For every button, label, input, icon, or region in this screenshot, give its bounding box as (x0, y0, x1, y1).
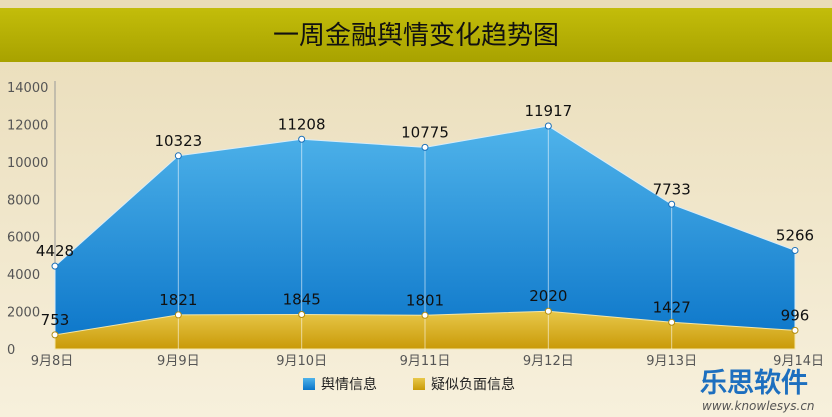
data-label-1-5: 1427 (653, 298, 691, 316)
data-labels: 4428 10323 11208 10775 11917 7733 5266 753 1821 1… (36, 102, 814, 329)
x-tick-label: 9月10日 (276, 354, 327, 369)
data-point-0-4 (544, 122, 552, 130)
data-label-0-5: 7733 (653, 180, 691, 198)
y-tick-label: 12000 (7, 118, 48, 133)
data-point-0-6 (791, 246, 799, 254)
y-tick-label: 2000 (7, 306, 40, 321)
data-point-1-2 (298, 310, 306, 318)
y-axis: 0 2000 4000 6000 8000 10000 12000 14000 (7, 81, 56, 358)
data-point-1-6 (791, 326, 799, 334)
x-tick-label: 9月8日 (31, 354, 74, 369)
legend-swatch-1 (413, 378, 425, 390)
data-point-1-4 (544, 307, 552, 315)
data-label-1-2: 1845 (283, 290, 321, 308)
legend-swatch-0 (303, 378, 315, 390)
data-markers (51, 122, 799, 339)
legend: 舆情信息 疑似负面信息 (303, 376, 515, 393)
y-tick-label: 10000 (7, 156, 48, 171)
data-label-1-4: 2020 (529, 287, 567, 305)
data-point-0-0 (51, 262, 59, 270)
data-label-0-4: 11917 (524, 102, 572, 120)
data-label-1-6: 996 (781, 306, 810, 324)
y-tick-label: 14000 (7, 81, 48, 96)
data-point-1-5 (668, 318, 676, 326)
legend-label-1: 疑似负面信息 (431, 376, 515, 393)
data-point-1-3 (421, 311, 429, 319)
x-tick-label: 9月12日 (523, 354, 574, 369)
x-tick-label: 9月9日 (157, 354, 200, 369)
y-tick-label: 0 (7, 343, 15, 358)
y-tick-label: 6000 (7, 231, 40, 246)
x-axis: 9月8日 9月9日 9月10日 9月11日 9月12日 9月13日 9月14日 (31, 354, 824, 369)
data-label-0-6: 5266 (776, 226, 814, 244)
data-point-0-2 (298, 135, 306, 143)
chart-title: 一周金融舆情变化趋势图 (273, 21, 559, 51)
data-point-1-1 (174, 311, 182, 319)
data-label-1-1: 1821 (159, 291, 197, 309)
data-point-1-0 (51, 331, 59, 339)
watermark-text: 乐思软件 (700, 368, 808, 399)
x-tick-label: 9月11日 (400, 354, 451, 369)
y-tick-label: 8000 (7, 193, 40, 208)
data-point-0-1 (174, 152, 182, 160)
data-label-1-3: 1801 (406, 291, 444, 309)
data-label-0-3: 10775 (401, 123, 449, 141)
data-label-1-0: 753 (41, 311, 70, 329)
y-tick-label: 4000 (7, 268, 40, 283)
x-tick-label: 9月14日 (773, 354, 824, 369)
x-tick-label: 9月13日 (646, 354, 697, 369)
watermark: 乐思软件 www.knowlesys.cn (700, 368, 815, 413)
title-bar (0, 8, 832, 62)
data-label-0-1: 10323 (154, 132, 202, 150)
data-point-0-5 (668, 200, 676, 208)
data-label-0-2: 11208 (278, 115, 326, 133)
watermark-url: www.knowlesys.cn (702, 399, 815, 413)
data-label-0-0: 4428 (36, 242, 74, 260)
legend-label-0: 舆情信息 (321, 376, 377, 393)
data-point-0-3 (421, 143, 429, 151)
